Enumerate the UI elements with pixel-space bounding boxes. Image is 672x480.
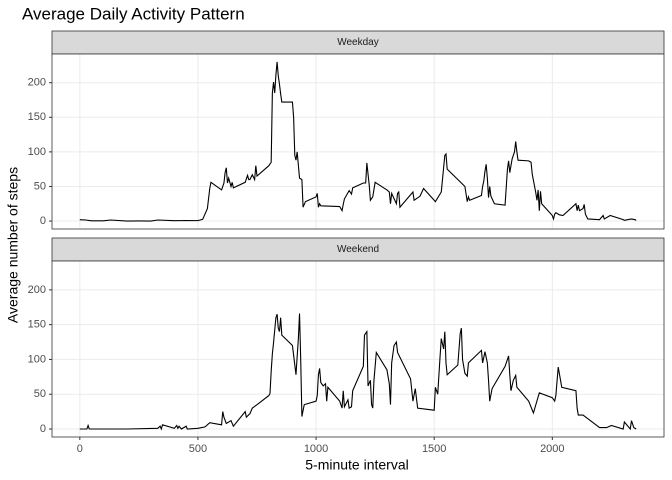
panel	[52, 261, 664, 437]
x-axis-label: 5-minute interval	[305, 457, 409, 473]
panel	[52, 54, 664, 229]
y-tick-label: 100	[28, 353, 46, 365]
strip-label: Weekday	[337, 37, 379, 48]
strip-label: Weekend	[337, 244, 379, 255]
x-tick-label: 1500	[422, 443, 446, 455]
y-tick-label: 50	[34, 180, 46, 192]
y-axis-label: Average number of steps	[5, 167, 21, 323]
panel-border	[51, 53, 665, 230]
line	[79, 313, 637, 431]
panel-border	[51, 260, 665, 438]
y-tick-label: 0	[40, 215, 46, 227]
x-tick-label: 0	[77, 443, 83, 455]
y-tick-label: 200	[28, 284, 46, 296]
chart-title: Average Daily Activity Pattern	[22, 4, 245, 23]
x-tick-label: 500	[189, 443, 207, 455]
y-tick-label: 150	[28, 319, 46, 331]
x-tick-label: 2000	[540, 443, 564, 455]
y-tick-label: 100	[28, 146, 46, 158]
y-tick-label: 0	[40, 423, 46, 435]
line	[79, 61, 637, 222]
y-tick-label: 50	[34, 388, 46, 400]
y-tick-label: 150	[28, 111, 46, 123]
y-tick-label: 200	[28, 77, 46, 89]
x-tick-label: 1000	[304, 443, 328, 455]
